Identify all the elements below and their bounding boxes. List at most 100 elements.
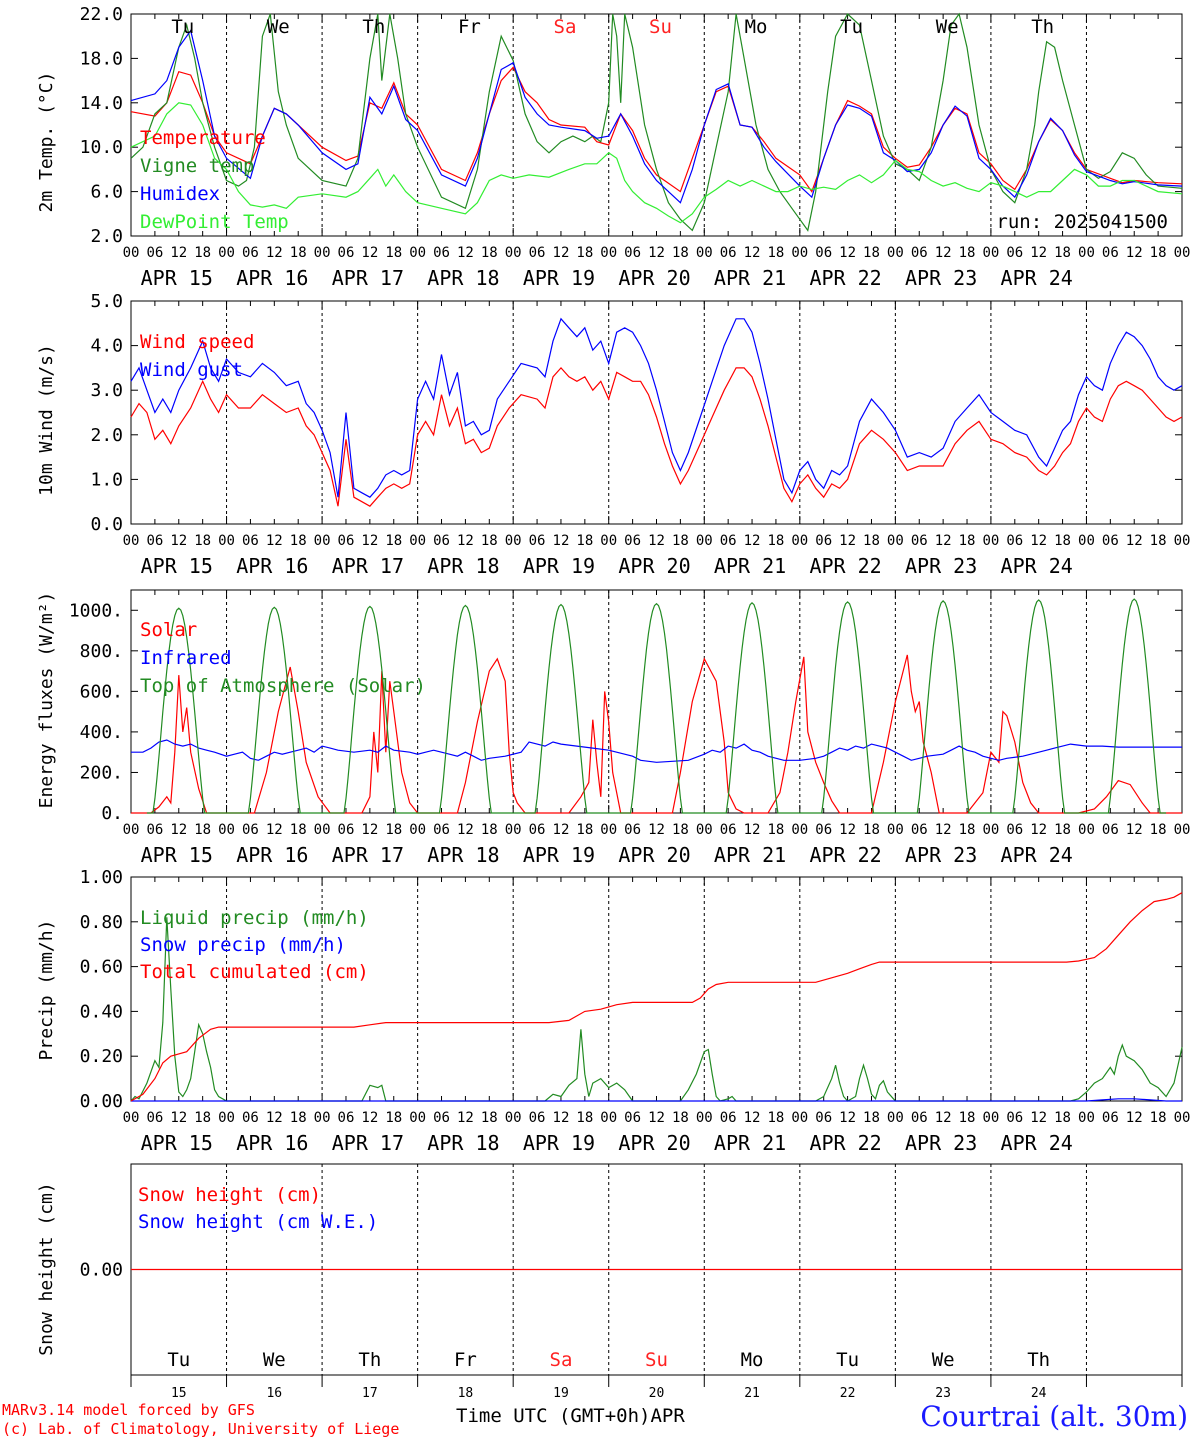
day-number-label: 21: [744, 1386, 760, 1401]
legend-entry: Solar: [140, 619, 197, 641]
hour-tick-label: 18: [1054, 533, 1071, 549]
run-annotation: run: 2025041500: [996, 211, 1168, 233]
hour-tick-label: 06: [433, 245, 450, 261]
hour-tick-label: 18: [290, 533, 307, 549]
day-label: APR 22: [809, 266, 881, 290]
weekday-label-top: Mo: [745, 16, 768, 38]
y-tick-label: 2.0: [90, 226, 123, 247]
hour-tick-label: 12: [457, 1110, 474, 1126]
station-title: Courtrai (alt. 30m): [920, 1400, 1188, 1433]
legend-entry: Snow height (cm): [138, 1184, 321, 1206]
hour-tick-label: 18: [1054, 245, 1071, 261]
hour-tick-label: 00: [505, 533, 522, 549]
weekday-label-top: We: [936, 16, 959, 38]
weekday-label-top: Sa: [554, 16, 577, 38]
y-tick-label: 18.0: [80, 48, 123, 69]
hour-tick-label: 00: [887, 245, 904, 261]
day-label: APR 22: [809, 554, 881, 578]
day-label: APR 16: [236, 843, 308, 867]
hour-tick-label: 18: [1150, 1110, 1167, 1126]
day-label: APR 16: [236, 554, 308, 578]
hour-tick-label: 18: [768, 1110, 785, 1126]
hour-tick-label: 06: [720, 1110, 737, 1126]
y-tick-label: 800.: [80, 641, 123, 662]
hour-tick-label: 18: [194, 1110, 211, 1126]
hour-tick-label: 12: [648, 533, 665, 549]
hour-tick-label: 18: [672, 245, 689, 261]
hour-tick-label: 12: [744, 533, 761, 549]
day-label: APR 18: [427, 1131, 499, 1155]
y-tick-label: 4.0: [90, 336, 123, 357]
hour-tick-label: 12: [361, 533, 378, 549]
hour-tick-label: 12: [935, 245, 952, 261]
day-label: APR 15: [141, 266, 213, 290]
weekday-label-bottom: We: [263, 1349, 286, 1371]
hour-tick-label: 18: [481, 1110, 498, 1126]
hour-tick-label: 00: [409, 533, 426, 549]
y-tick-label: 0.00: [80, 1091, 123, 1112]
hour-tick-label: 06: [624, 245, 641, 261]
hour-tick-label: 12: [839, 1110, 856, 1126]
hour-tick-label: 00: [982, 245, 999, 261]
day-label: APR 17: [332, 843, 404, 867]
y-tick-label: 0.0: [90, 514, 123, 535]
hour-tick-label: 12: [935, 533, 952, 549]
y-tick-label: 1000.: [69, 600, 123, 621]
hour-tick-label: 18: [672, 533, 689, 549]
day-label: APR 21: [714, 1131, 786, 1155]
hour-tick-label: 06: [146, 1110, 163, 1126]
hour-tick-label: 00: [982, 533, 999, 549]
day-label: APR 23: [905, 554, 977, 578]
hour-tick-label: 12: [170, 245, 187, 261]
hour-tick-label: 18: [481, 245, 498, 261]
y-tick-label: 5.0: [90, 291, 123, 312]
weekday-label-top: Tu: [840, 16, 863, 38]
hour-tick-label: 18: [672, 822, 689, 838]
hour-tick-label: 12: [457, 822, 474, 838]
series-line-wind-gust: [130, 317, 1183, 498]
series-line-liquid-precip-mm-h: [130, 917, 1183, 1102]
weekday-label-top: Th: [1031, 16, 1054, 38]
hour-tick-label: 06: [338, 533, 355, 549]
day-label: APR 15: [141, 554, 213, 578]
hour-tick-label: 00: [887, 1110, 904, 1126]
month-label: APR: [650, 1405, 685, 1427]
panel-frame: [130, 13, 1183, 237]
hour-tick-label: 12: [744, 245, 761, 261]
hour-tick-label: 12: [839, 245, 856, 261]
hour-tick-label: 18: [1054, 1110, 1071, 1126]
day-label: APR 15: [141, 1131, 213, 1155]
hour-tick-label: 18: [672, 1110, 689, 1126]
y-tick-label: 6.0: [90, 182, 123, 203]
series-line-vigne-temp: [130, 12, 1183, 232]
y-tick-label: 0.80: [80, 912, 123, 933]
hour-tick-label: 18: [576, 245, 593, 261]
hour-tick-label: 12: [1126, 533, 1143, 549]
hour-tick-label: 06: [624, 533, 641, 549]
hour-tick-label: 12: [361, 1110, 378, 1126]
legend-entry: Humidex: [140, 183, 220, 205]
hour-tick-label: 12: [266, 245, 283, 261]
hour-tick-label: 06: [433, 1110, 450, 1126]
weekday-label-top: Th: [362, 16, 385, 38]
hour-tick-label: 12: [361, 822, 378, 838]
hour-tick-label: 06: [529, 533, 546, 549]
hour-tick-label: 18: [863, 533, 880, 549]
hour-tick-label: 12: [170, 1110, 187, 1126]
hour-tick-label: 06: [911, 245, 928, 261]
hour-tick-label: 12: [266, 822, 283, 838]
y-tick-label: 1.00: [80, 867, 123, 888]
hour-tick-label: 06: [529, 245, 546, 261]
series-line-dewpoint-temp: [130, 102, 1183, 224]
day-number-label: 18: [458, 1386, 474, 1401]
y-tick-label: 400.: [80, 722, 123, 743]
hour-tick-label: 00: [600, 245, 617, 261]
day-number-label: 15: [171, 1386, 187, 1401]
weekday-label-bottom: Tu: [836, 1349, 859, 1371]
hour-tick-label: 06: [815, 245, 832, 261]
day-label: APR 23: [905, 266, 977, 290]
day-label: APR 24: [1001, 266, 1073, 290]
legend-entry: Liquid precip (mm/h): [140, 907, 369, 929]
hour-tick-label: 12: [553, 1110, 570, 1126]
hour-tick-label: 18: [576, 822, 593, 838]
